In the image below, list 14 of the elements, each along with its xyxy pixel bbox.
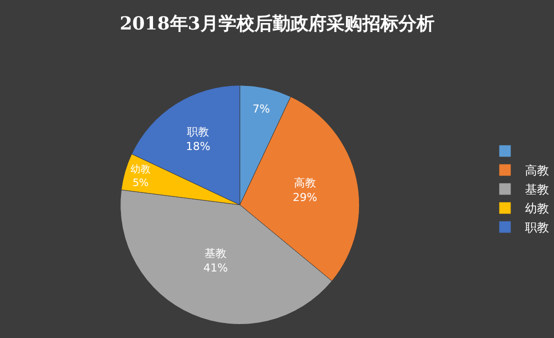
data-label: 18%	[186, 140, 210, 153]
data-label: 7%	[252, 102, 270, 116]
data-label: 41%	[203, 261, 228, 274]
legend-label: 高教	[525, 164, 549, 178]
data-label: 5%	[132, 178, 150, 189]
data-label: 29%	[292, 190, 318, 204]
chart-title: 2018年3月学校后勤政府采购招标分析	[120, 14, 434, 34]
slice-label: 高教	[294, 176, 316, 190]
slice-label: 幼教	[130, 164, 151, 176]
legend-label: 职教	[525, 220, 549, 235]
slice-label: 基教	[204, 247, 227, 260]
legend-label: 幼教	[525, 202, 549, 216]
slice-label: 职教	[187, 125, 210, 138]
legend-label: 基教	[525, 182, 549, 197]
